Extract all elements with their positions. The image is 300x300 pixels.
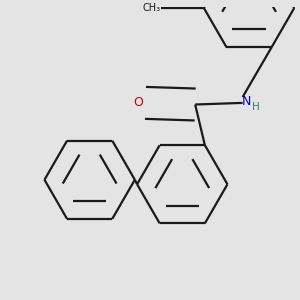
Text: H: H [252,102,260,112]
Text: O: O [134,96,143,110]
Text: CH₃: CH₃ [143,3,161,13]
Text: N: N [242,95,251,108]
